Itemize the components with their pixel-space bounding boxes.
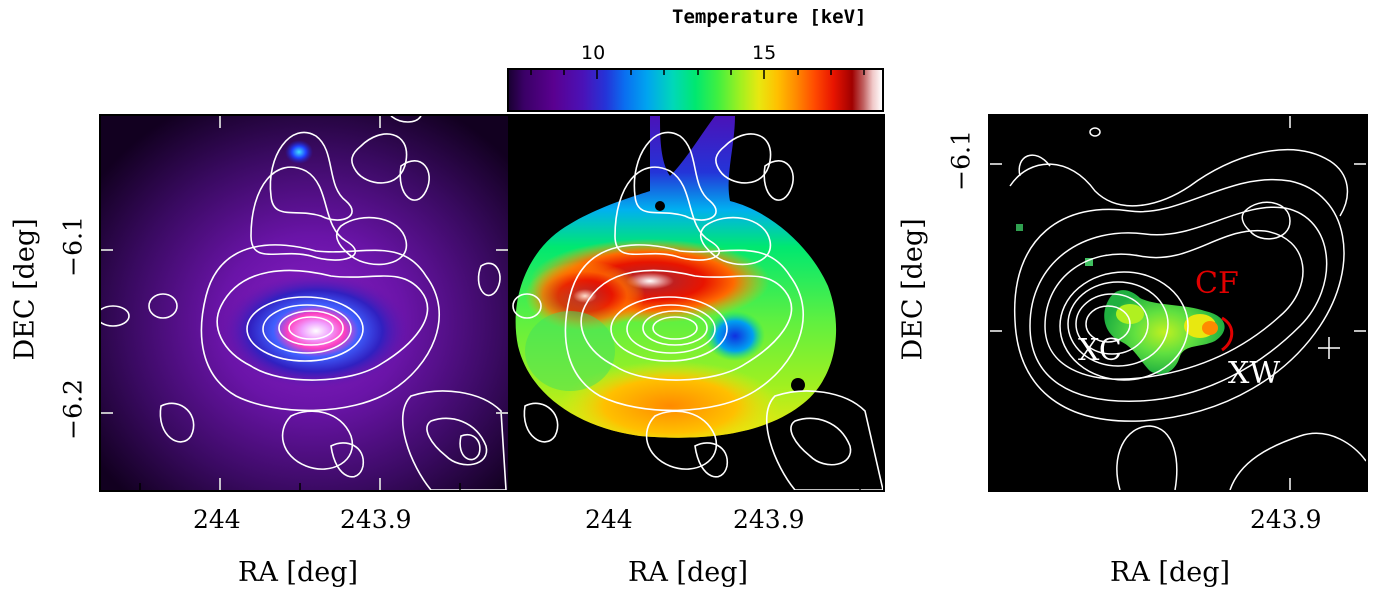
x-tick-label: 244 <box>193 505 241 534</box>
green-emission-patch <box>1016 224 1225 375</box>
x-tick-label: 244 <box>585 505 633 534</box>
masked-point-source <box>655 201 665 211</box>
ticks-middle <box>539 116 861 490</box>
x-axis-label-middle: RA [deg] <box>628 557 749 588</box>
colorbar-tick-label: 10 <box>581 42 606 64</box>
x-tick-label: 243.9 <box>340 505 412 534</box>
x-axis-label-right: RA [deg] <box>1110 557 1231 588</box>
temperature-colorbar <box>507 68 884 112</box>
label-cf: CF <box>1195 266 1239 301</box>
temperature-map <box>508 114 885 492</box>
label-xc: XC <box>1078 333 1122 368</box>
crosshair-marker <box>1318 337 1340 359</box>
colorbar-ticks <box>530 70 865 79</box>
surface-brightness-map <box>99 114 510 492</box>
y-tick-label-right-panel: −6.1 <box>946 130 976 191</box>
contours-middle <box>512 131 883 490</box>
emission-knot <box>285 140 313 164</box>
x-axis-label-left: RA [deg] <box>238 557 359 588</box>
cold-front-arc <box>1221 316 1234 352</box>
label-xw: XW <box>1228 356 1281 391</box>
x-tick-label: 243.9 <box>733 505 805 534</box>
y-tick-label: −6.1 <box>58 216 88 277</box>
colorbar-tick-label: 15 <box>752 42 777 64</box>
masked-point-source <box>791 378 805 392</box>
x-tick-label-right-panel: 243.9 <box>1250 505 1322 534</box>
colorbar-title: Temperature [keV] <box>672 6 867 28</box>
contours-left <box>101 116 507 490</box>
contours-right <box>1009 127 1366 490</box>
emission-core <box>221 273 411 389</box>
y-axis-label-right: DEC [deg] <box>897 218 929 361</box>
y-axis-label-left: DEC [deg] <box>9 218 41 361</box>
feature-map: CF XC XW <box>988 114 1368 492</box>
ticks-right <box>990 116 1366 490</box>
y-tick-label: −6.2 <box>58 379 88 440</box>
